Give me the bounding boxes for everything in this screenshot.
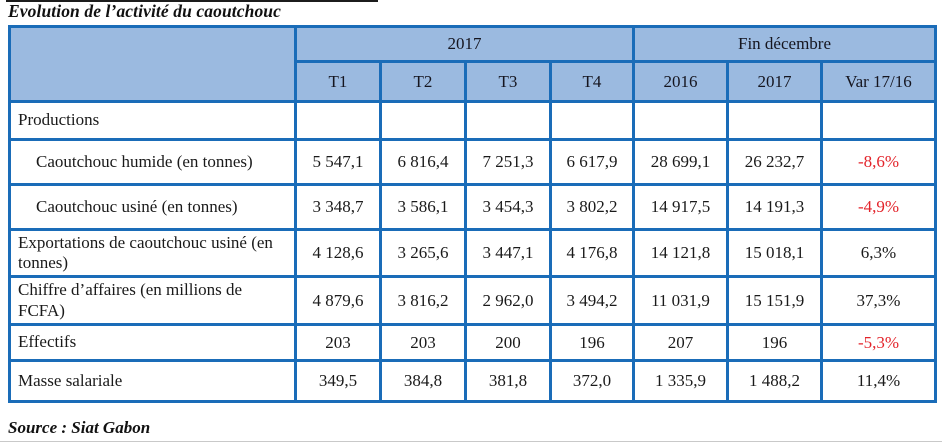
value-cell: 3 265,6	[379, 228, 467, 278]
value-cell: 4 128,6	[294, 228, 382, 278]
value-cell: 15 018,1	[726, 228, 823, 278]
table-row: Chiffre d’affaires (en millions de FCFA)…	[8, 275, 937, 326]
table-row: Productions	[8, 100, 937, 141]
header-2016: 2016	[632, 60, 729, 103]
value-cell: 11 031,9	[632, 275, 729, 326]
table-row: Caoutchouc usiné (en tonnes) 3 348,7 3 586…	[8, 183, 937, 231]
value-cell: 3 816,2	[379, 275, 467, 326]
value-cell: 381,8	[464, 359, 552, 403]
source-note: Source : Siat Gabon	[8, 418, 151, 437]
value-cell: 3 494,2	[549, 275, 635, 326]
row-label: Caoutchouc humide (en tonnes)	[8, 138, 297, 186]
value-cell: 384,8	[379, 359, 467, 403]
value-cell: 3 802,2	[549, 183, 635, 231]
value-cell: 28 699,1	[632, 138, 729, 186]
header-t3: T3	[464, 60, 552, 103]
value-cell: 14 121,8	[632, 228, 729, 278]
value-cell: 372,0	[549, 359, 635, 403]
value-cell	[464, 100, 552, 141]
value-cell: 203	[294, 323, 382, 362]
value-cell: 196	[726, 323, 823, 362]
header-t1: T1	[294, 60, 382, 103]
table-row: Caoutchouc humide (en tonnes) 5 547,1 6 81…	[8, 138, 937, 186]
variation-cell: -8,6%	[820, 138, 937, 186]
row-label: Masse salariale	[8, 359, 297, 403]
row-label: Effectifs	[8, 323, 297, 362]
value-cell: 15 151,9	[726, 275, 823, 326]
value-cell: 14 917,5	[632, 183, 729, 231]
header-group-fin-decembre: Fin décembre	[632, 25, 937, 63]
value-cell: 3 348,7	[294, 183, 382, 231]
variation-cell: -4,9%	[820, 183, 937, 231]
value-cell	[379, 100, 467, 141]
value-cell: 1 335,9	[632, 359, 729, 403]
header-group-2017: 2017	[294, 25, 635, 63]
row-label: Exportations de caoutchouc usiné (en ton…	[8, 228, 297, 278]
rubber-activity-table: 2017 Fin décembre T1 T2 T3 T4 2016 2017 …	[8, 25, 937, 403]
header-t4: T4	[549, 60, 635, 103]
value-cell: 6 816,4	[379, 138, 467, 186]
table-body: Productions Caoutchouc humide (en tonnes)…	[8, 100, 937, 403]
value-cell: 26 232,7	[726, 138, 823, 186]
variation-cell: -5,3%	[820, 323, 937, 362]
value-cell	[294, 100, 382, 141]
value-cell: 200	[464, 323, 552, 362]
value-cell: 196	[549, 323, 635, 362]
variation-cell	[820, 100, 937, 141]
value-cell: 7 251,3	[464, 138, 552, 186]
title-top-rule	[6, 0, 378, 2]
value-cell: 1 488,2	[726, 359, 823, 403]
value-cell: 3 454,3	[464, 183, 552, 231]
header-var: Var 17/16	[820, 60, 937, 103]
value-cell: 3 447,1	[464, 228, 552, 278]
variation-cell: 6,3%	[820, 228, 937, 278]
value-cell: 207	[632, 323, 729, 362]
value-cell: 5 547,1	[294, 138, 382, 186]
row-label: Caoutchouc usiné (en tonnes)	[8, 183, 297, 231]
value-cell: 3 586,1	[379, 183, 467, 231]
table-header: 2017 Fin décembre T1 T2 T3 T4 2016 2017 …	[8, 25, 937, 103]
header-2017: 2017	[726, 60, 823, 103]
bottom-rule	[0, 441, 942, 442]
value-cell: 203	[379, 323, 467, 362]
header-group-row: 2017 Fin décembre	[8, 25, 937, 103]
variation-cell: 37,3%	[820, 275, 937, 326]
value-cell: 6 617,9	[549, 138, 635, 186]
value-cell: 4 879,6	[294, 275, 382, 326]
table-row: Effectifs 203 203 200 196 207 196 -5,3%	[8, 323, 937, 362]
row-label: Chiffre d’affaires (en millions de FCFA)	[8, 275, 297, 326]
value-cell: 2 962,0	[464, 275, 552, 326]
header-columns-row: T1 T2 T3 T4 2016 2017 Var 17/16	[10, 60, 937, 103]
value-cell	[549, 100, 635, 141]
table-row: Masse salariale 349,5 384,8 381,8 372,0 1 335…	[8, 359, 937, 403]
table-row: Exportations de caoutchouc usiné (en ton…	[8, 228, 937, 278]
value-cell	[726, 100, 823, 141]
page-title: Evolution de l’activité du caoutchouc	[8, 1, 281, 21]
value-cell: 4 176,8	[549, 228, 635, 278]
header-empty-cell	[8, 25, 297, 103]
value-cell	[632, 100, 729, 141]
header-t2: T2	[379, 60, 467, 103]
value-cell: 14 191,3	[726, 183, 823, 231]
row-label: Productions	[8, 100, 297, 141]
variation-cell: 11,4%	[820, 359, 937, 403]
value-cell: 349,5	[294, 359, 382, 403]
